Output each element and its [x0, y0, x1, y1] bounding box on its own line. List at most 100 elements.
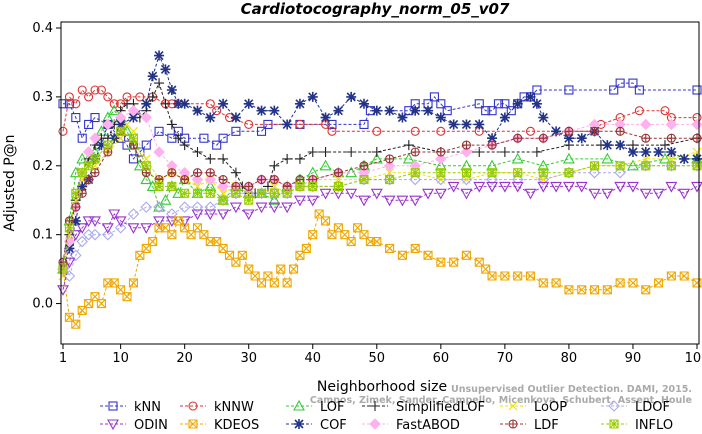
point-odin	[422, 188, 434, 200]
point-cof	[346, 91, 357, 102]
point-odin	[486, 181, 499, 193]
series-line-odin	[62, 185, 698, 290]
point-kdeos	[615, 278, 625, 288]
point-ldf	[192, 168, 203, 178]
point-fastabod	[217, 180, 229, 193]
point-odin	[101, 223, 114, 234]
point-inflo	[564, 168, 574, 178]
point-ldof	[486, 173, 498, 186]
x-tick-label: 1	[59, 351, 67, 366]
point-fastabod	[383, 160, 396, 172]
x-tick-label: 100	[685, 351, 702, 366]
point-inflo	[256, 188, 267, 198]
legend-marker-odin	[107, 419, 119, 431]
legend-item-knnw: kNNW	[180, 400, 254, 415]
point-kdeos	[449, 257, 459, 267]
point-ldf	[180, 175, 190, 185]
point-cof	[70, 215, 81, 226]
point-fastabod	[82, 146, 95, 158]
point-ldof	[204, 201, 217, 213]
x-tick-label: 40	[304, 351, 321, 366]
point-ldf	[589, 126, 600, 136]
point-simplifiedlof	[173, 133, 184, 144]
point-knnw	[295, 119, 305, 129]
series-line-loop	[62, 123, 698, 277]
point-ldof	[358, 173, 370, 186]
point-cof	[384, 105, 395, 116]
point-simplifiedlof	[371, 147, 382, 157]
point-inflo	[77, 168, 87, 178]
point-knnw	[525, 126, 536, 136]
point-odin	[229, 202, 242, 214]
point-kdeos	[128, 278, 138, 288]
point-knn	[609, 85, 619, 95]
point-odin	[383, 195, 396, 207]
point-cof	[538, 112, 549, 123]
point-cof	[64, 243, 75, 254]
point-ldf	[538, 133, 548, 143]
point-knn	[487, 106, 497, 116]
point-cof	[576, 133, 587, 144]
point-odin	[69, 230, 82, 241]
point-cof	[615, 140, 626, 151]
legend-marker-ldof	[608, 400, 620, 412]
y-tick-label: 0.4	[32, 21, 53, 36]
series-line-knnw	[62, 89, 697, 132]
point-cof	[563, 133, 574, 144]
point-ldf	[218, 175, 228, 185]
point-inflo	[231, 188, 241, 198]
point-knn	[532, 85, 542, 95]
point-knn	[128, 154, 138, 164]
point-lof	[601, 152, 614, 164]
point-inflo	[218, 195, 228, 205]
point-cof	[192, 105, 203, 116]
legend-marker-ldf	[508, 419, 518, 429]
point-simplifiedlof	[269, 160, 280, 171]
point-knn	[429, 92, 439, 102]
point-kdeos	[167, 230, 177, 240]
point-ldof	[332, 180, 345, 193]
point-knn	[493, 99, 504, 109]
legend-label-odin: ODIN	[134, 418, 168, 433]
x-tick-label: 50	[369, 351, 386, 366]
point-cof	[602, 140, 613, 151]
point-lof	[511, 152, 524, 164]
point-cof	[435, 112, 446, 123]
point-kdeos	[538, 278, 548, 288]
point-knnw	[372, 126, 382, 136]
point-kdeos	[308, 230, 318, 240]
point-knnw	[135, 92, 145, 102]
point-odin	[242, 209, 255, 221]
point-simplifiedlof	[179, 140, 190, 151]
point-fastabod	[204, 173, 217, 186]
point-ldof	[588, 166, 601, 179]
point-inflo	[180, 188, 190, 198]
point-knn	[615, 78, 625, 88]
point-kdeos	[385, 243, 395, 253]
point-knnw	[244, 119, 254, 129]
point-ldf	[333, 168, 343, 178]
point-odin	[434, 188, 447, 200]
point-ldf	[615, 126, 625, 136]
point-odin	[255, 202, 268, 214]
point-cof	[128, 112, 139, 123]
point-cof	[499, 112, 510, 123]
point-knn	[218, 133, 228, 143]
point-kdeos	[641, 285, 651, 295]
point-inflo	[385, 175, 395, 185]
point-cof	[173, 98, 184, 109]
point-lof	[140, 173, 153, 185]
point-ldf	[692, 133, 702, 143]
plot-frame	[60, 21, 700, 345]
point-inflo	[692, 161, 702, 171]
point-knn	[199, 133, 209, 143]
point-ldf	[269, 175, 279, 185]
point-cof	[160, 64, 171, 75]
point-cof	[679, 153, 690, 164]
legend-item-odin: ODIN	[100, 418, 168, 433]
point-knn	[634, 85, 644, 95]
point-ldof	[460, 173, 473, 186]
point-inflo	[58, 264, 68, 274]
point-knnw	[205, 99, 215, 109]
point-inflo	[244, 195, 254, 205]
